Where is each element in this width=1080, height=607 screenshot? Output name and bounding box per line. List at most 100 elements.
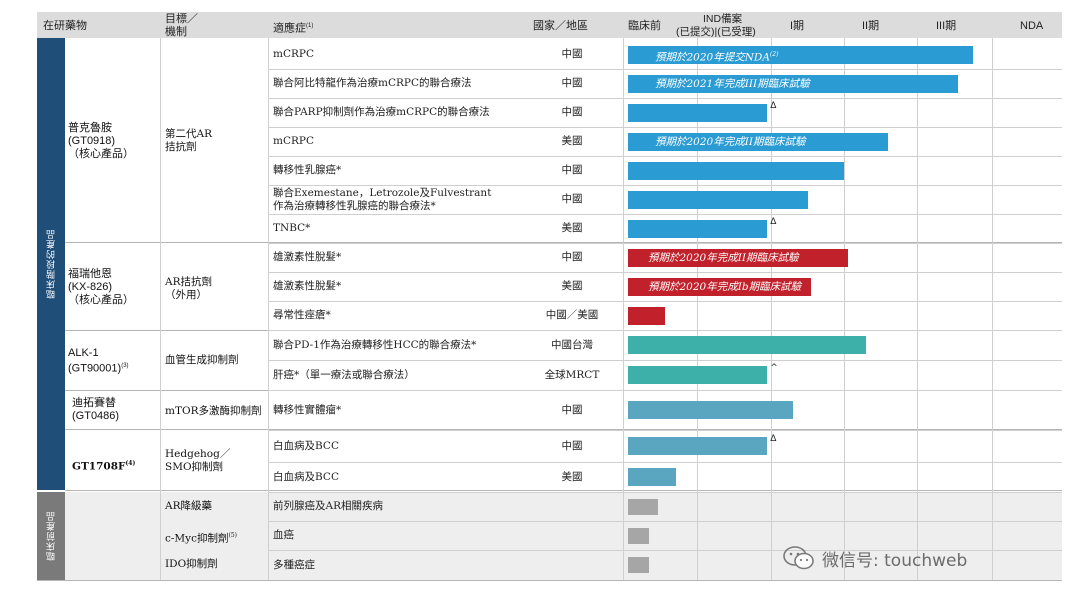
row-divider bbox=[268, 243, 1062, 244]
row-divider bbox=[268, 492, 1062, 493]
mechanism-ido: IDO抑制劑 bbox=[165, 558, 218, 570]
region-cell: 中國 bbox=[561, 77, 583, 89]
mechanism-ar-degrader: AR降級藥 bbox=[165, 500, 212, 512]
progress-bar bbox=[628, 248, 848, 267]
indication-cell: 多種癌症 bbox=[273, 558, 315, 571]
progress-bar bbox=[628, 557, 650, 573]
region-cell: 中國 bbox=[561, 439, 583, 452]
indication-cell: 血癌 bbox=[273, 529, 294, 541]
progress-bar bbox=[628, 437, 768, 455]
indication-cell: 前列腺癌及AR相關疾病 bbox=[273, 500, 383, 512]
row-divider bbox=[268, 98, 1062, 99]
side-band-preclinical: 臨床前產品 bbox=[37, 492, 65, 580]
mechanism-cmyc: c-Myc抑制劑(5) bbox=[165, 532, 237, 545]
table-bottom-border bbox=[37, 580, 1062, 581]
indication-cell: 轉移性乳腺癌* bbox=[273, 164, 342, 176]
side-label-preclinical: 臨床前產品 bbox=[46, 511, 57, 561]
drug-name-gt1708f: GT1708F(4) bbox=[72, 460, 136, 473]
drug-name-gt0918: 普克魯胺 (GT0918) （核心產品） bbox=[68, 122, 134, 160]
indication-cell: 雄激素性脫髮* bbox=[273, 280, 342, 292]
row-divider bbox=[268, 360, 1062, 361]
region-cell: 中國台灣 bbox=[551, 338, 593, 351]
indication-cell: 聯合PARP抑制劑作為治療mCRPC的聯合療法 bbox=[273, 106, 490, 118]
progress-bar bbox=[628, 468, 676, 486]
header-phase2: II期 bbox=[862, 20, 880, 32]
progress-bar bbox=[628, 74, 959, 93]
header-nda: NDA bbox=[1020, 20, 1044, 32]
progress-bar bbox=[628, 103, 768, 122]
header-indication: 適應症(1) bbox=[273, 22, 314, 35]
header-target-line1: 目標／ bbox=[165, 13, 198, 25]
progress-bar bbox=[628, 498, 658, 515]
row-divider bbox=[268, 390, 1062, 391]
region-cell: 美國 bbox=[561, 280, 583, 292]
progress-bar bbox=[628, 132, 888, 151]
indication-cell: mCRPC bbox=[273, 135, 314, 147]
stage-divider bbox=[771, 38, 772, 580]
indication-cell: TNBC* bbox=[273, 222, 311, 234]
column-divider bbox=[268, 38, 269, 580]
region-cell: 中國 bbox=[561, 193, 583, 205]
mechanism-gt1708f: Hedgehog／ SMO抑制劑 bbox=[165, 448, 231, 473]
table-header bbox=[37, 12, 1062, 38]
progress-bar bbox=[628, 366, 768, 384]
row-divider bbox=[268, 127, 1062, 128]
progress-bar bbox=[628, 219, 768, 238]
region-cell: 中國 bbox=[561, 164, 583, 176]
progress-bar bbox=[628, 336, 866, 354]
progress-bar bbox=[628, 161, 844, 180]
stage-divider bbox=[697, 38, 698, 580]
column-divider bbox=[160, 38, 161, 580]
status-mark: Δ bbox=[770, 434, 777, 444]
progress-bar bbox=[628, 45, 974, 64]
region-cell: 中國／美國 bbox=[545, 309, 599, 321]
region-cell: 中國 bbox=[561, 251, 583, 263]
progress-bar bbox=[628, 401, 793, 419]
header-phase3: III期 bbox=[936, 20, 957, 32]
header-ind-line2: (已提交)|(已受理) bbox=[676, 26, 756, 38]
mechanism-gt0918: 第二代AR 拮抗劑 bbox=[165, 128, 212, 153]
indication-cell: mCRPC bbox=[273, 48, 314, 60]
region-cell: 全球MRCT bbox=[544, 368, 600, 381]
bar-label: 預期於2020年完成II期臨床試驗 bbox=[655, 135, 806, 148]
row-divider bbox=[268, 272, 1062, 273]
row-divider bbox=[268, 69, 1062, 70]
stage-divider bbox=[917, 38, 918, 580]
row-divider bbox=[268, 156, 1062, 157]
indication-cell: 尋常性痤瘡* bbox=[273, 309, 331, 321]
status-mark: Δ bbox=[770, 100, 777, 111]
row-divider bbox=[268, 430, 1062, 431]
region-cell: 美國 bbox=[561, 222, 583, 234]
row-divider bbox=[268, 330, 1062, 331]
header-phase1: I期 bbox=[790, 20, 805, 32]
indication-cell: 白血病及BCC bbox=[273, 439, 339, 452]
watermark: 微信号: touchweb bbox=[782, 545, 967, 571]
stage-divider bbox=[844, 38, 845, 580]
drug-name-gt0486: 迪拓賽替 (GT0486) bbox=[72, 397, 120, 422]
row-divider bbox=[268, 185, 1062, 186]
mechanism-gt90001: 血管生成抑制劑 bbox=[165, 354, 239, 366]
row-divider bbox=[268, 550, 1062, 551]
mechanism-gt0486: mTOR多激酶抑制劑 bbox=[165, 405, 262, 417]
indication-cell: 聯合PD-1作為治療轉移性HCC的聯合療法* bbox=[273, 338, 477, 351]
indication-cell: 白血病及BCC bbox=[273, 470, 339, 483]
progress-bar bbox=[628, 190, 808, 209]
header-ind-line1: IND備案 bbox=[703, 13, 743, 25]
preclinical-background bbox=[65, 492, 1062, 580]
drug-name-gt90001: ALK-1 (GT90001)(3) bbox=[68, 347, 129, 375]
indication-cell: 聯合阿比特龍作為治療mCRPC的聯合療法 bbox=[273, 77, 472, 89]
side-band-clinical: 臨床階段的產品 bbox=[37, 38, 65, 490]
row-divider bbox=[268, 521, 1062, 522]
wechat-icon bbox=[783, 546, 814, 570]
bar-label: 預期於2021年完成III期臨床試驗 bbox=[655, 77, 810, 90]
indication-cell: 聯合Exemestane，Letrozole及Fulvestrant 作為治療轉… bbox=[273, 186, 492, 212]
header-preclinical: 臨床前 bbox=[628, 20, 661, 32]
progress-bar bbox=[628, 277, 812, 296]
region-cell: 中國 bbox=[561, 403, 583, 416]
column-divider bbox=[623, 38, 624, 580]
group-divider bbox=[65, 490, 1062, 491]
indication-cell: 雄激素性脫髮* bbox=[273, 251, 342, 263]
region-cell: 美國 bbox=[561, 470, 583, 483]
row-divider bbox=[268, 214, 1062, 215]
header-drug: 在研藥物 bbox=[43, 20, 87, 32]
